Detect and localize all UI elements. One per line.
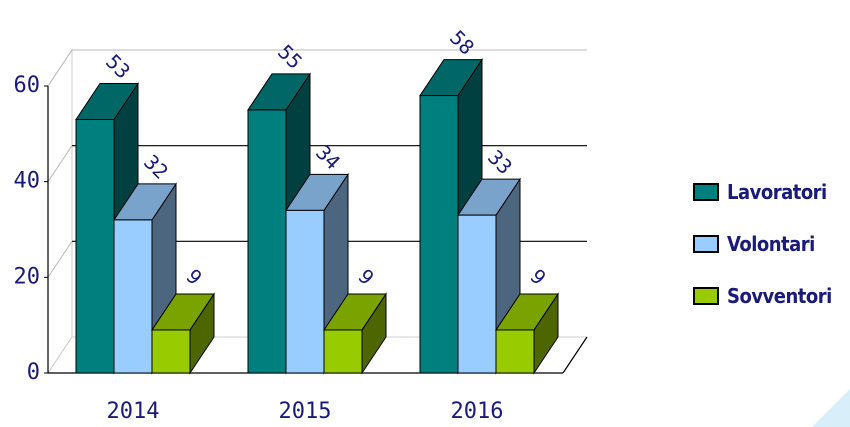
bar-sovventori-2015 (323, 292, 387, 375)
bar-front (247, 109, 287, 374)
legend: Lavoratori Volontari Sovventori (693, 178, 832, 334)
legend-label-lavoratori: Lavoratori (727, 179, 827, 204)
bar-sovventori-2016 (495, 292, 559, 375)
legend-label-sovventori: Sovventori (727, 283, 832, 308)
legend-swatch-sovventori (693, 286, 719, 305)
x-tick-label-2016: 2016 (451, 399, 504, 424)
data-label-volontari-2014: 32 (139, 150, 173, 184)
bar-front (285, 209, 325, 374)
y-tick-label-40: 40 (14, 169, 41, 194)
bar-front (151, 329, 191, 374)
legend-swatch-lavoratori (693, 182, 719, 201)
legend-item-sovventori: Sovventori (693, 282, 832, 309)
bar-front (495, 329, 535, 374)
gridline-depth (47, 145, 73, 182)
gridline-depth (47, 49, 73, 87)
corner-decoration (812, 389, 850, 427)
legend-label-volontari: Volontari (727, 231, 815, 256)
data-label-sovventori-2014: 9 (181, 264, 206, 289)
bar-front (457, 214, 497, 374)
tick-labels: 2014 2015 2016 0 20 40 60 (14, 73, 504, 424)
legend-swatch-volontari (693, 234, 719, 253)
data-label-volontari-2016: 33 (483, 145, 517, 179)
data-label-lavoratori-2015: 55 (273, 40, 307, 74)
data-label-lavoratori-2014: 53 (101, 49, 135, 83)
x-tick-label-2015: 2015 (279, 399, 332, 424)
x-tick-label-2014: 2014 (107, 399, 160, 424)
data-label-sovventori-2015: 9 (353, 264, 378, 289)
bar-front (323, 329, 363, 374)
y-tick-label-0: 0 (27, 360, 40, 385)
legend-item-lavoratori: Lavoratori (693, 178, 832, 205)
side-wall (47, 48, 73, 375)
y-tick-label-20: 20 (14, 264, 41, 289)
bars (75, 57, 559, 375)
y-tick-label-60: 60 (14, 73, 41, 98)
data-label-lavoratori-2016: 58 (445, 26, 479, 60)
bar-sovventori-2014 (151, 292, 215, 375)
floor-back-edge (47, 336, 587, 374)
bar-front (75, 118, 115, 374)
bar-front (113, 219, 153, 374)
gridline-depth (47, 241, 73, 278)
legend-item-volontari: Volontari (693, 230, 832, 257)
floor-right-edge (562, 336, 588, 374)
data-label-sovventori-2016: 9 (525, 264, 550, 289)
bar-front (419, 95, 459, 374)
